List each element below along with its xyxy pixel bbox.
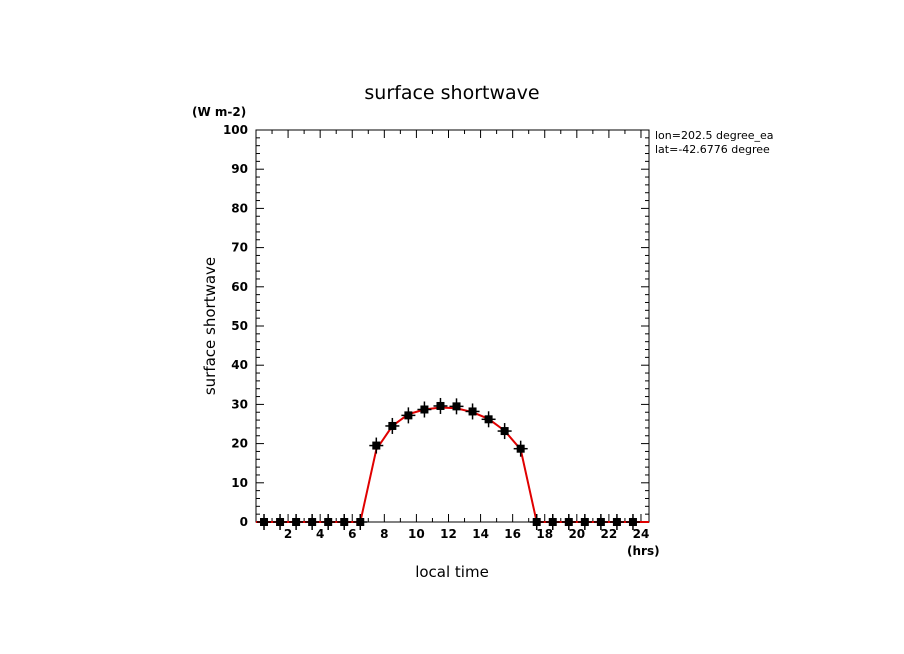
y-tick-label: 90 [231, 162, 248, 176]
x-axis-label: local time [415, 563, 489, 581]
y-tick-label: 50 [231, 319, 248, 333]
data-point [433, 397, 448, 414]
x-tick-label: 8 [380, 527, 388, 541]
y-tick-label: 20 [231, 437, 248, 451]
data-point [529, 514, 544, 530]
chart-title: surface shortwave [364, 82, 539, 104]
data-point [257, 514, 272, 530]
x-tick-label: 16 [504, 527, 521, 541]
y-tick-label: 70 [231, 241, 248, 255]
data-point [305, 514, 320, 530]
series-markers [257, 397, 640, 530]
y-tick-label: 100 [223, 123, 248, 137]
data-point [497, 423, 512, 440]
data-point [625, 514, 640, 530]
data-point [545, 514, 560, 530]
data-point [609, 514, 624, 530]
data-point [401, 407, 416, 424]
data-point [561, 514, 576, 530]
x-tick-label: 4 [316, 527, 324, 541]
data-point [337, 514, 352, 530]
data-point [481, 411, 496, 428]
data-point [353, 514, 368, 530]
x-units-label: (hrs) [627, 544, 660, 558]
x-tick-label: 18 [536, 527, 553, 541]
y-tick-label: 60 [231, 280, 248, 294]
x-tick-label: 14 [472, 527, 489, 541]
data-point [385, 417, 400, 434]
series-line [256, 406, 649, 523]
y-tick-label: 80 [231, 201, 248, 215]
y-tick-label: 40 [231, 358, 248, 372]
x-tick-label: 22 [601, 527, 618, 541]
x-tick-label: 24 [633, 527, 650, 541]
data-point [417, 401, 432, 418]
y-tick-label: 0 [240, 515, 248, 529]
data-point [465, 403, 480, 420]
data-point [593, 514, 608, 530]
y-units-label: (W m-2) [192, 105, 246, 119]
data-point [369, 437, 384, 454]
x-tick-label: 10 [408, 527, 425, 541]
annotation-lat: lat=-42.6776 degree [655, 143, 770, 156]
x-tick-label: 2 [284, 527, 292, 541]
x-tick-label: 20 [568, 527, 585, 541]
y-tick-label: 10 [231, 476, 248, 490]
y-tick-label: 30 [231, 397, 248, 411]
data-point [289, 514, 304, 530]
data-point [273, 514, 288, 530]
x-tick-label: 12 [440, 527, 457, 541]
data-point [321, 514, 336, 530]
data-point [577, 514, 592, 530]
x-tick-label: 6 [348, 527, 356, 541]
data-point [513, 440, 528, 457]
y-axis-label: surface shortwave [201, 257, 219, 395]
annotation-lon: lon=202.5 degree_ea [655, 129, 774, 142]
data-point [449, 398, 464, 415]
plot-frame [255, 129, 650, 523]
series-line-path [256, 406, 649, 523]
